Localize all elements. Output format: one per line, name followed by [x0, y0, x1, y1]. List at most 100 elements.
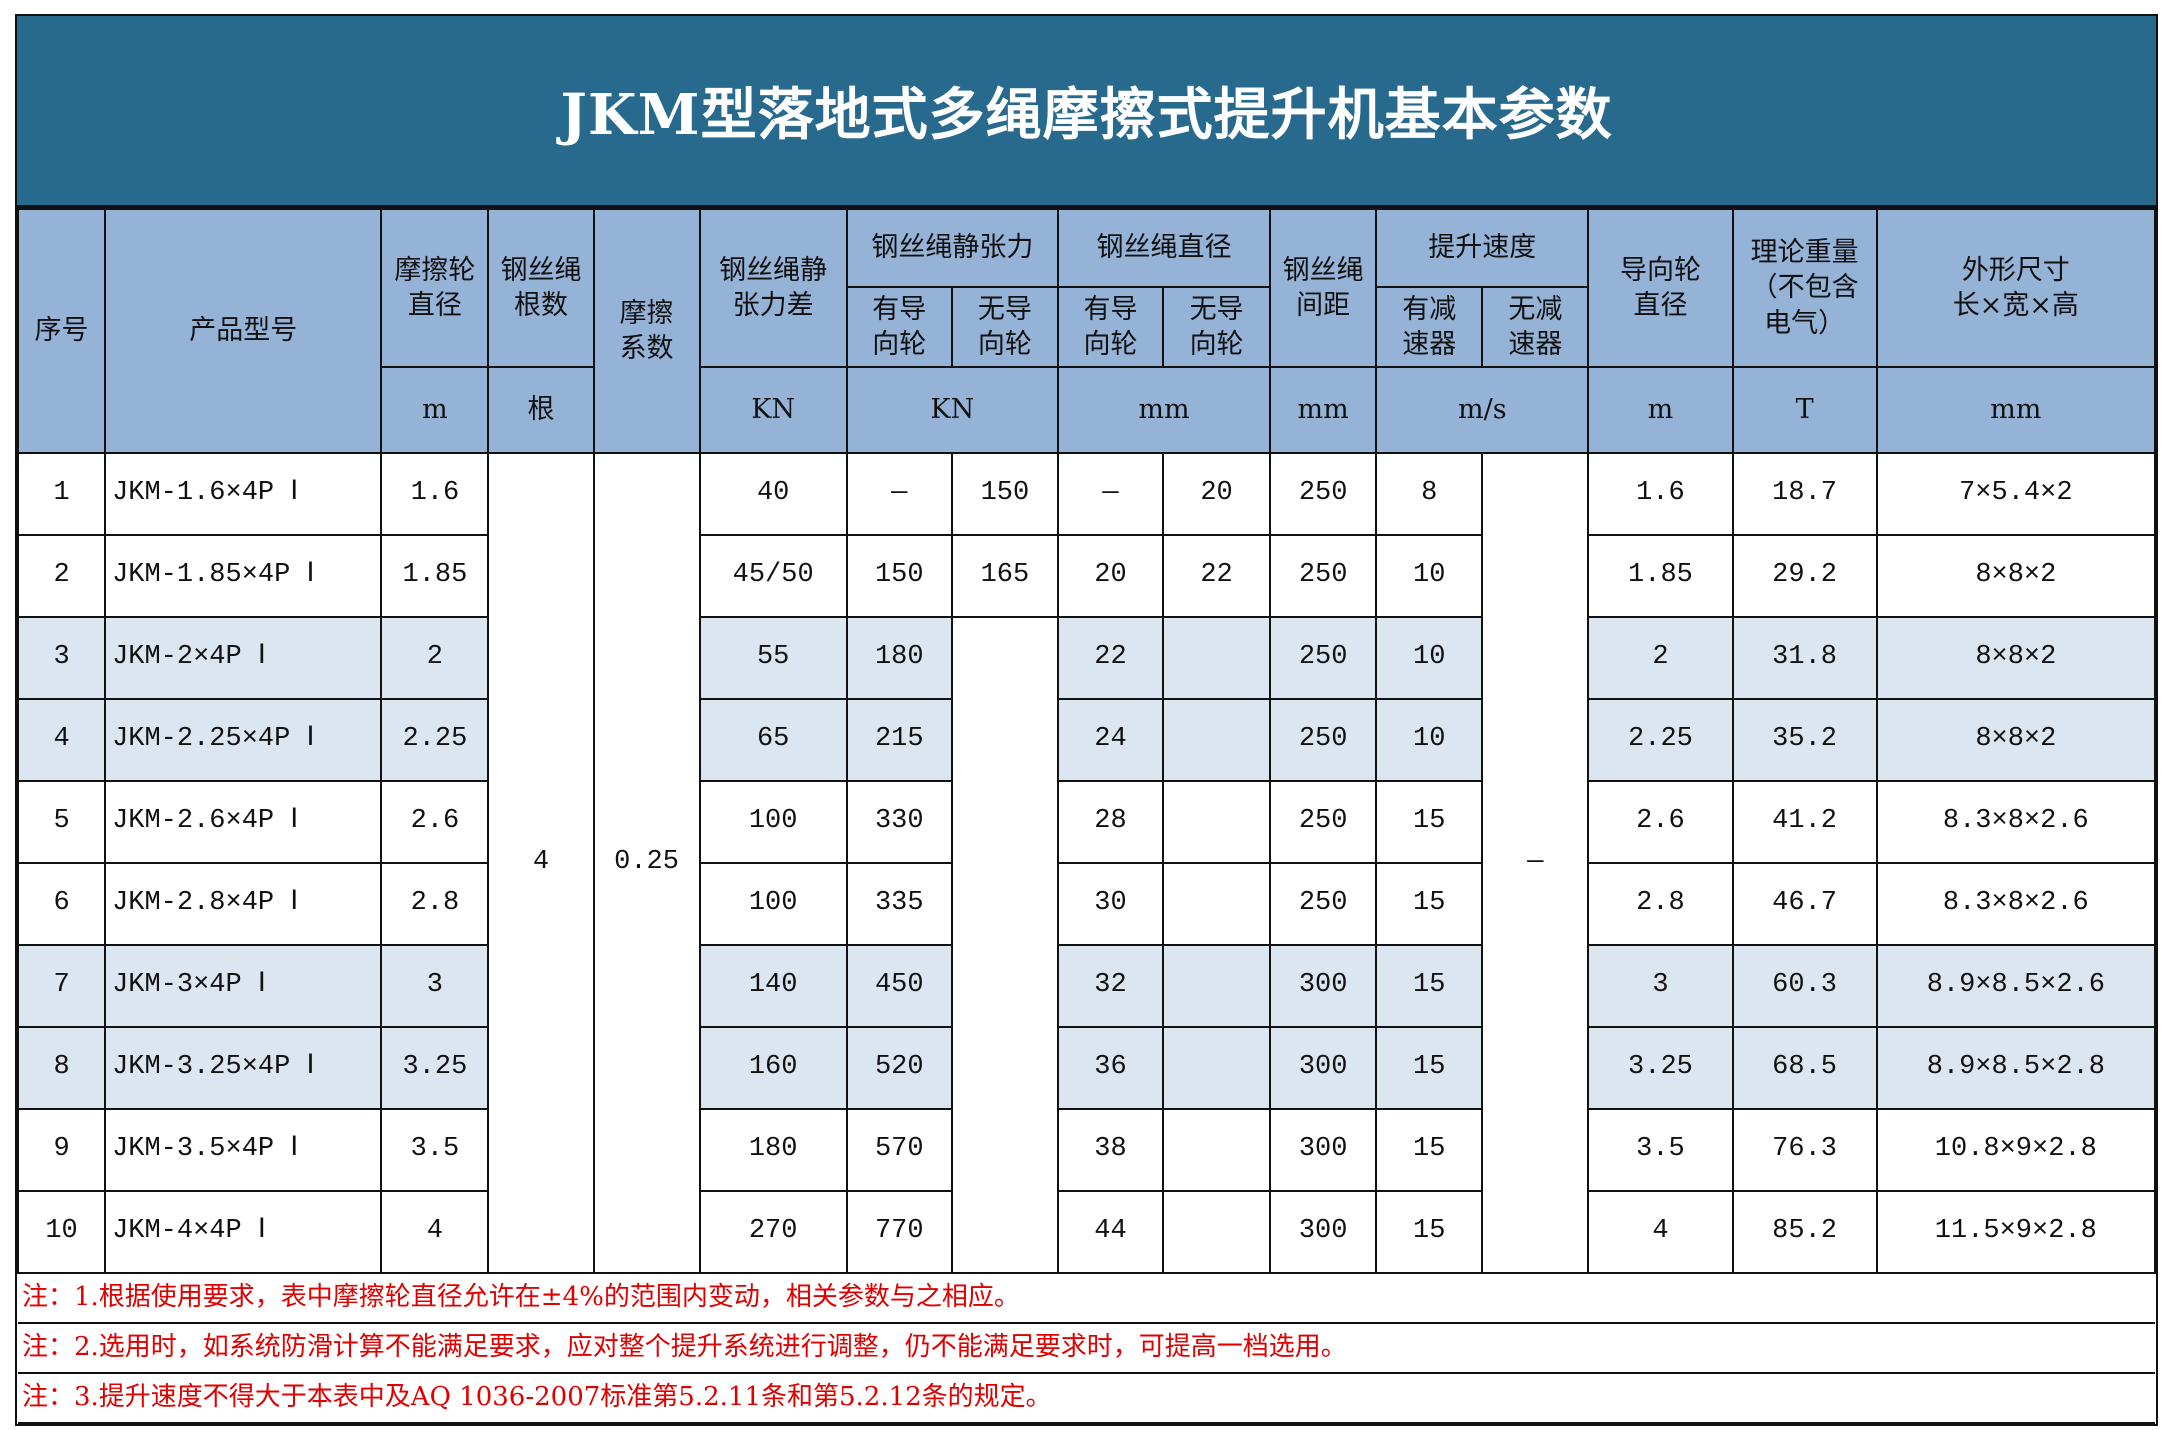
table-row: 10 JKM-4×4P Ⅰ 4 270 770 44 300 15 4 85.2 11.5×9×2.… [16, 1190, 2157, 1274]
speed-reducer-cell: 10 [1375, 616, 1484, 700]
tension-guide-cell: 150 [845, 534, 953, 618]
seq-cell: 8 [16, 1026, 107, 1110]
header-tension: 钢丝绳静张力 [845, 208, 1059, 288]
speed-reducer-cell: 15 [1375, 1026, 1484, 1110]
model-cell: JKM-3.5×4P Ⅰ [104, 1108, 383, 1192]
seq-cell: 10 [16, 1190, 107, 1274]
weight-cell: 68.5 [1731, 1026, 1878, 1110]
model-cell: JKM-1.6×4P Ⅰ [104, 452, 383, 536]
unit-rope-count: 根 [487, 366, 595, 454]
model-cell: JKM-3×4P Ⅰ [104, 944, 383, 1028]
guide-dia-cell: 2.6 [1587, 780, 1734, 864]
tension-guide-cell: 180 [845, 616, 953, 700]
rope-dia-guide-cell: 38 [1056, 1108, 1165, 1192]
dims-cell: 10.8×9×2.8 [1875, 1108, 2157, 1192]
seq-cell: 4 [16, 698, 107, 782]
friction-dia-cell: 3 [380, 944, 490, 1028]
friction-dia-cell: 2.8 [380, 862, 490, 946]
rope-dia-noguide-cell [1162, 944, 1272, 1028]
unit-friction-dia: m [380, 366, 490, 454]
unit-weight: T [1731, 366, 1878, 454]
model-cell: JKM-2.6×4P Ⅰ [104, 780, 383, 864]
rope-dia-noguide-cell [1162, 616, 1272, 700]
seq-cell: 7 [16, 944, 107, 1028]
header-rope-spacing: 钢丝绳 间距 [1269, 208, 1378, 368]
rope-spacing-cell: 300 [1269, 1190, 1378, 1274]
header-dims: 外形尺寸 长×宽×高 [1875, 208, 2157, 368]
tension-guide-cell: 330 [845, 780, 953, 864]
dims-cell: 8.3×8×2.6 [1875, 780, 2157, 864]
guide-dia-cell: 3.5 [1587, 1108, 1734, 1192]
model-cell: JKM-2.25×4P Ⅰ [104, 698, 383, 782]
spec-sheet: JKM型落地式多绳摩擦式提升机基本参数 序号 产品型号 摩擦轮 直径 钢丝绳 根… [15, 14, 2158, 1426]
speed-reducer-cell: 10 [1375, 698, 1484, 782]
unit-dims: mm [1875, 366, 2157, 454]
tension-diff-cell: 45/50 [698, 534, 848, 618]
dims-cell: 11.5×9×2.8 [1875, 1190, 2157, 1274]
friction-dia-cell: 1.85 [380, 534, 490, 618]
header-dia-with-guide: 有导 向轮 [1056, 286, 1165, 368]
rope-dia-guide-cell: 30 [1056, 862, 1165, 946]
speed-reducer-cell: 8 [1375, 452, 1484, 536]
friction-dia-cell: 3.25 [380, 1026, 490, 1110]
friction-coef-cell: 0.25 [592, 452, 701, 1274]
rope-dia-guide-cell: 44 [1056, 1190, 1165, 1274]
tension-guide-cell: 450 [845, 944, 953, 1028]
rope-dia-noguide-cell [1162, 1026, 1272, 1110]
tension-diff-cell: 160 [698, 1026, 848, 1110]
seq-cell: 6 [16, 862, 107, 946]
page-title: JKM型落地式多绳摩擦式提升机基本参数 [17, 16, 2156, 208]
rope-count-cell: 4 [487, 452, 595, 1274]
table-row: 6 JKM-2.8×4P Ⅰ 2.8 100 335 30 250 15 2.8 46.7 8.3×… [16, 862, 2157, 946]
dims-cell: 8.9×8.5×2.8 [1875, 1026, 2157, 1110]
tension-diff-cell: 180 [698, 1108, 848, 1192]
model-cell: JKM-2×4P Ⅰ [104, 616, 383, 700]
rope-spacing-cell: 300 [1269, 1026, 1378, 1110]
rope-dia-guide-cell: 36 [1056, 1026, 1165, 1110]
model-cell: JKM-4×4P Ⅰ [104, 1190, 383, 1274]
table-row: 8 JKM-3.25×4P Ⅰ 3.25 160 520 36 300 15 3.25 68.5 8… [16, 1026, 2157, 1110]
tension-guide-cell: 770 [845, 1190, 953, 1274]
table-row: 2 JKM-1.85×4P Ⅰ 1.85 45/50 150 165 20 22 250 10 1.… [16, 534, 2157, 618]
tension-diff-cell: 100 [698, 862, 848, 946]
rope-dia-noguide-cell: 22 [1162, 534, 1272, 618]
unit-guide-dia: m [1587, 366, 1734, 454]
header-friction-coef: 摩擦 系数 [592, 208, 701, 454]
header-tension-with-guide: 有导 向轮 [845, 286, 953, 368]
header-model: 产品型号 [104, 208, 383, 454]
header-weight: 理论重量 （不包含 电气） [1731, 208, 1878, 368]
friction-dia-cell: 1.6 [380, 452, 490, 536]
unit-rope-spacing: mm [1269, 366, 1378, 454]
header-seq: 序号 [16, 208, 107, 454]
rope-dia-noguide-cell [1162, 1108, 1272, 1192]
rope-spacing-cell: 250 [1269, 452, 1378, 536]
weight-cell: 41.2 [1731, 780, 1878, 864]
note-row: 注：2.选用时，如系统防滑计算不能满足要求，应对整个提升系统进行调整，仍不能满足… [18, 1322, 2155, 1374]
rope-spacing-cell: 250 [1269, 616, 1378, 700]
rope-dia-guide-cell: — [1056, 452, 1165, 536]
seq-cell: 9 [16, 1108, 107, 1192]
parameter-table: 序号 产品型号 摩擦轮 直径 钢丝绳 根数 摩擦 系数 钢丝绳静 张力差 钢丝绳… [16, 208, 2157, 1424]
tension-diff-cell: 270 [698, 1190, 848, 1274]
note-row: 注：3.提升速度不得大于本表中及AQ 1036-2007标准第5.2.11条和第… [18, 1372, 2155, 1424]
table-row: 4 JKM-2.25×4P Ⅰ 2.25 65 215 24 250 10 2.25 35.2 8×… [16, 698, 2157, 782]
speed-reducer-cell: 10 [1375, 534, 1484, 618]
weight-cell: 29.2 [1731, 534, 1878, 618]
note-text: 注：3.提升速度不得大于本表中及AQ 1036-2007标准第5.2.11条和第… [18, 1372, 2155, 1424]
tension-noguide-cell: 165 [950, 534, 1059, 618]
rope-dia-guide-cell: 28 [1056, 780, 1165, 864]
rope-spacing-cell: 250 [1269, 534, 1378, 618]
tension-guide-cell: — [845, 452, 953, 536]
seq-cell: 1 [16, 452, 107, 536]
rope-spacing-cell: 250 [1269, 698, 1378, 782]
guide-dia-cell: 1.85 [1587, 534, 1734, 618]
tension-diff-cell: 65 [698, 698, 848, 782]
tension-diff-cell: 55 [698, 616, 848, 700]
tension-diff-cell: 100 [698, 780, 848, 864]
guide-dia-cell: 2.25 [1587, 698, 1734, 782]
tension-diff-cell: 40 [698, 452, 848, 536]
seq-cell: 2 [16, 534, 107, 618]
weight-cell: 35.2 [1731, 698, 1878, 782]
speed-reducer-cell: 15 [1375, 1108, 1484, 1192]
note-row: 注：1.根据使用要求，表中摩擦轮直径允许在±4%的范围内变动，相关参数与之相应。 [18, 1272, 2155, 1324]
